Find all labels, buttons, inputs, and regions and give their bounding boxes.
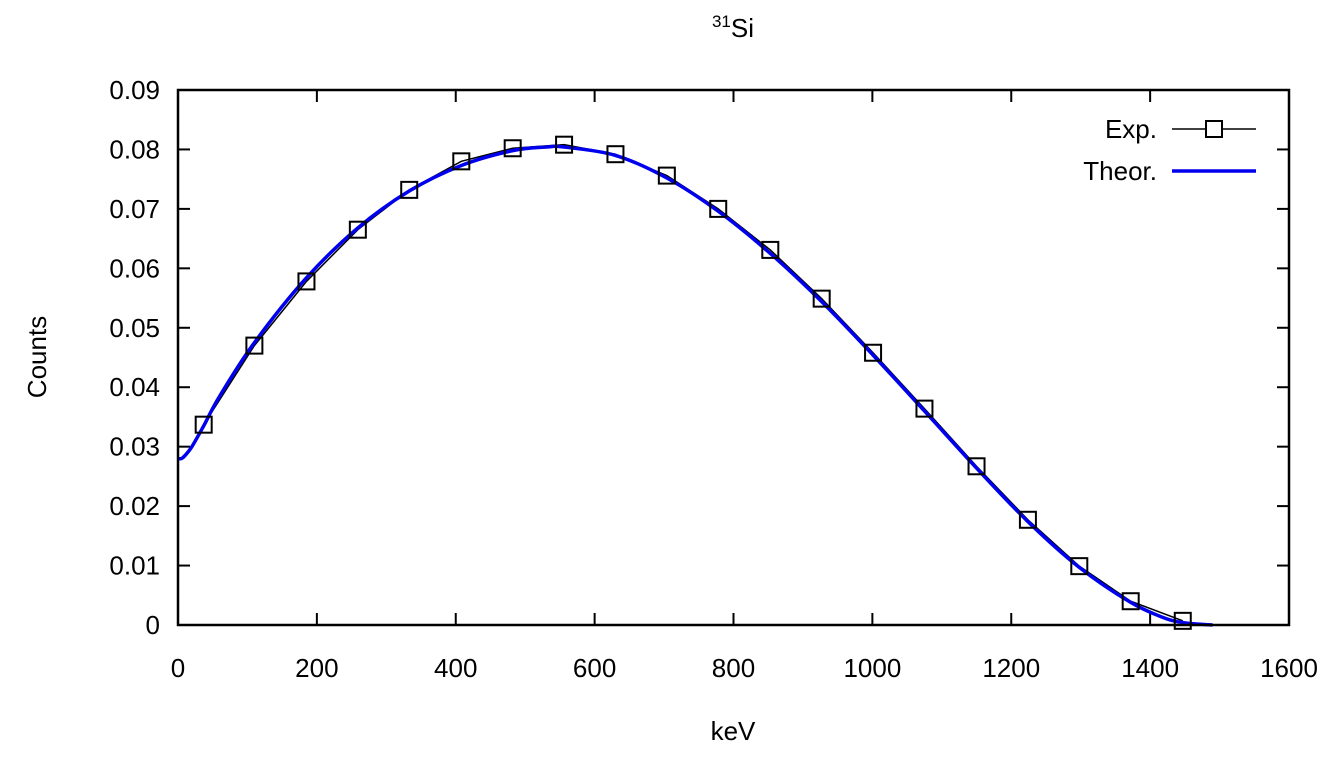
exp-point bbox=[297, 272, 316, 291]
exp-point bbox=[245, 336, 264, 355]
series-exp-line bbox=[203, 143, 1184, 622]
y-tick-label: 0.04 bbox=[109, 372, 160, 402]
x-tick-labels: 0 200 400 600 800 1000 1200 1400 1600 bbox=[171, 653, 1318, 683]
legend-label-exp: Exp. bbox=[1105, 114, 1157, 144]
exp-point bbox=[1173, 611, 1192, 630]
y-tick-label: 0 bbox=[146, 610, 160, 640]
exp-point bbox=[555, 135, 574, 154]
exp-point bbox=[194, 415, 213, 434]
exp-point bbox=[864, 343, 883, 362]
y-tick-label: 0.09 bbox=[109, 75, 160, 105]
exp-point bbox=[606, 145, 625, 164]
chart-title-text: Si bbox=[731, 13, 754, 43]
y-tick-label: 0.05 bbox=[109, 313, 160, 343]
x-tick-label: 1600 bbox=[1260, 653, 1318, 683]
x-tick-label: 200 bbox=[295, 653, 338, 683]
chart-title-superscript: 31 bbox=[712, 12, 731, 31]
exp-point bbox=[657, 166, 676, 185]
legend-marker-exp bbox=[1205, 120, 1223, 138]
legend-label-theor: Theor. bbox=[1083, 156, 1157, 186]
exp-point bbox=[400, 180, 419, 199]
x-tick-label: 0 bbox=[171, 653, 185, 683]
x-tick-label: 1400 bbox=[1121, 653, 1179, 683]
exp-point bbox=[812, 289, 831, 308]
series-theor-line bbox=[177, 144, 1213, 627]
x-tick-label: 1000 bbox=[843, 653, 901, 683]
exp-point bbox=[503, 139, 522, 158]
x-tick-label: 1200 bbox=[982, 653, 1040, 683]
exp-point bbox=[348, 220, 367, 239]
exp-point bbox=[967, 457, 986, 476]
x-axis-label: keV bbox=[711, 716, 756, 746]
x-tick-label: 600 bbox=[573, 653, 616, 683]
plot-frame bbox=[176, 88, 1291, 627]
x-tick-label: 800 bbox=[712, 653, 755, 683]
exp-point bbox=[1121, 592, 1140, 611]
exp-point bbox=[709, 199, 728, 218]
exp-point bbox=[1018, 510, 1037, 529]
x-tick-label: 400 bbox=[434, 653, 477, 683]
exp-point bbox=[761, 240, 780, 259]
exp-point bbox=[915, 399, 934, 418]
y-tick-label: 0.06 bbox=[109, 253, 160, 283]
series-layer bbox=[177, 135, 1213, 630]
y-tick-label: 0.03 bbox=[109, 432, 160, 462]
y-tick-labels: 0 0.01 0.02 0.03 0.04 0.05 0.06 0.07 0.08 0.09 bbox=[109, 75, 160, 640]
y-tick-label: 0.01 bbox=[109, 551, 160, 581]
y-tick-label: 0.08 bbox=[109, 134, 160, 164]
y-axis-label: Counts bbox=[22, 316, 52, 398]
y-tick-label: 0.02 bbox=[109, 491, 160, 521]
chart-title: 31Si bbox=[712, 12, 754, 43]
y-tick-label: 0.07 bbox=[109, 194, 160, 224]
exp-point bbox=[452, 152, 471, 171]
legend: Exp. Theor. bbox=[1083, 114, 1256, 186]
exp-point bbox=[1070, 557, 1089, 576]
